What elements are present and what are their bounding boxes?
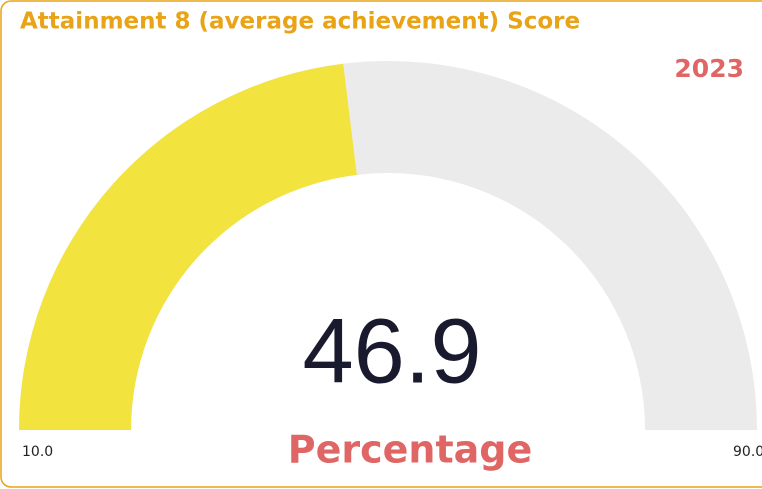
chart-title: Attainment 8 (average achievement) Score xyxy=(20,9,580,35)
gauge-value: 46.9 xyxy=(302,300,481,402)
chart-subtitle: 2023 xyxy=(674,54,744,83)
gauge-tick-label: 90.0 xyxy=(733,444,762,460)
gauge-tick-label: 10.0 xyxy=(22,444,53,460)
gauge-label: Percentage xyxy=(288,428,533,472)
gauge-value-arc xyxy=(19,63,357,430)
